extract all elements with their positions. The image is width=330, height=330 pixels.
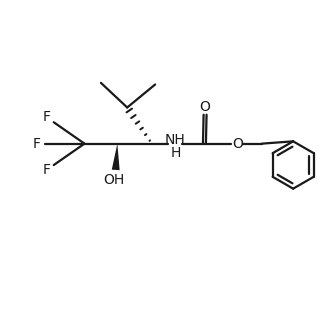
Text: O: O: [200, 101, 211, 115]
Text: F: F: [43, 163, 51, 177]
Text: F: F: [43, 110, 51, 124]
Text: NH: NH: [164, 133, 185, 147]
Text: OH: OH: [103, 173, 125, 187]
Text: O: O: [232, 137, 243, 150]
Text: F: F: [33, 137, 41, 150]
Text: H: H: [170, 146, 181, 160]
Polygon shape: [112, 144, 120, 170]
